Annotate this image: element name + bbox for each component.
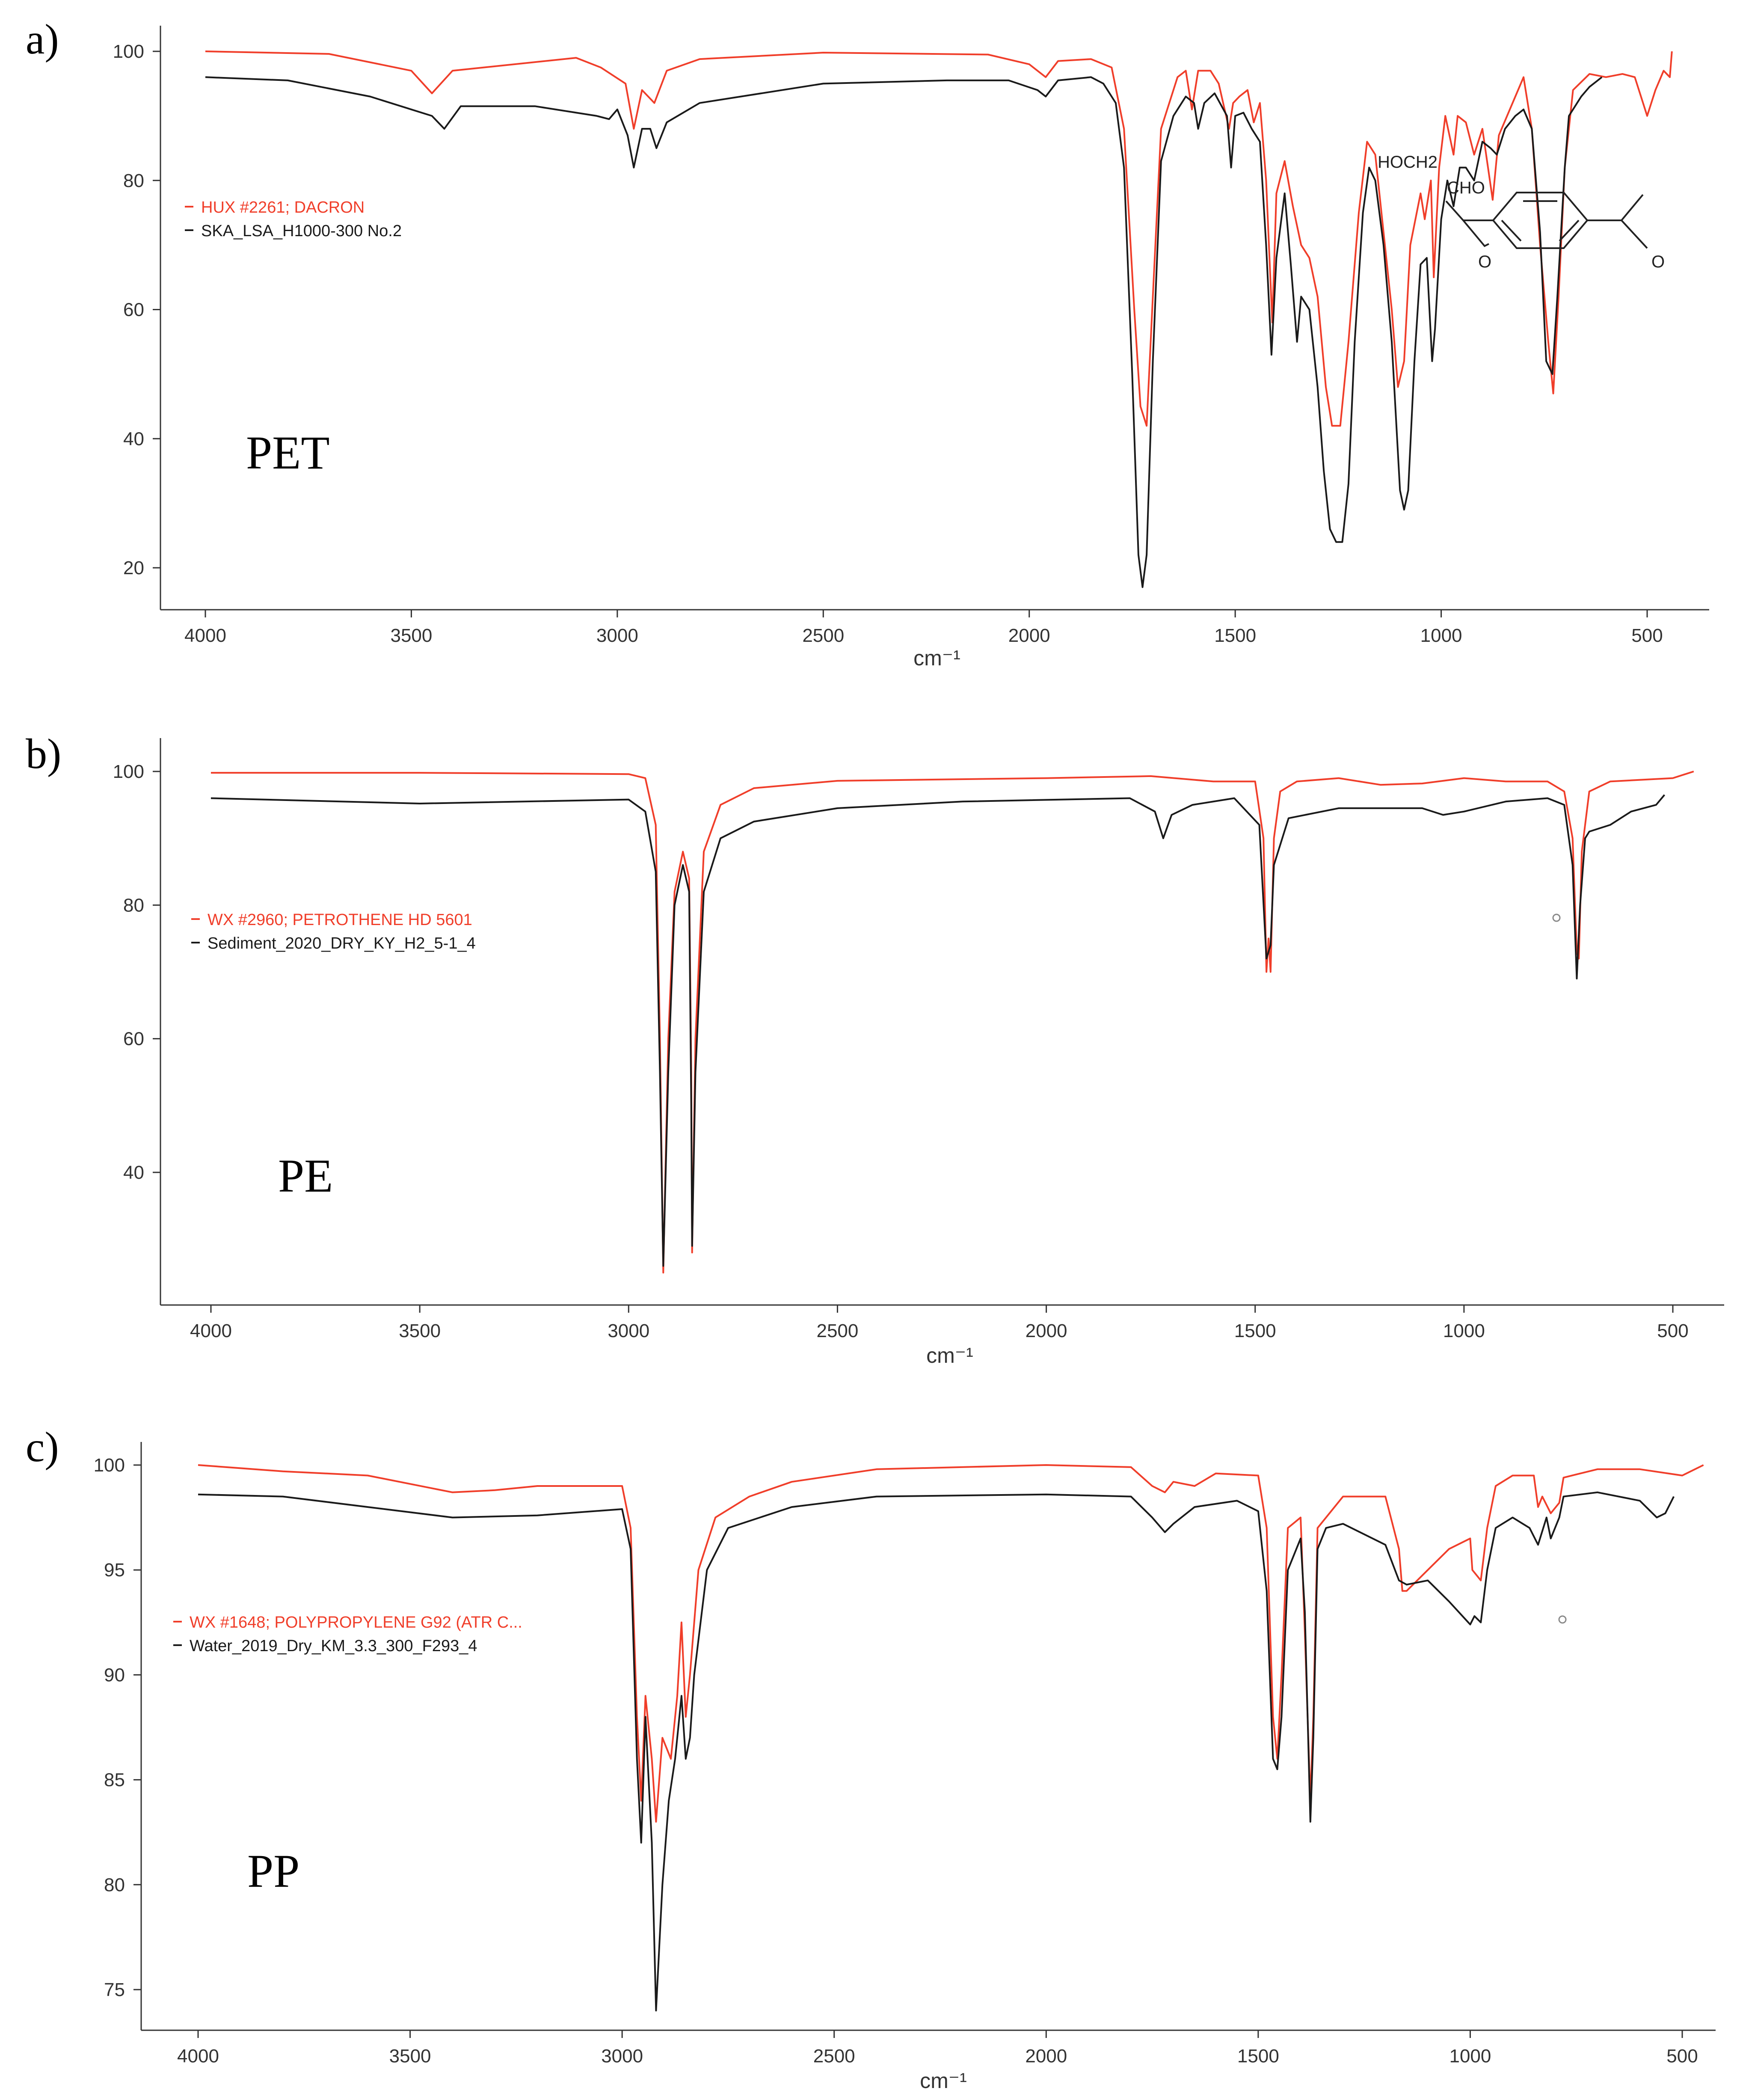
panel-a-y-tick-label: 40 (123, 428, 144, 449)
panel-b-legend-sample-label: Sediment_2020_DRY_KY_H2_5-1_4 (207, 934, 476, 952)
panel-a-x-tick-label: 1000 (1420, 625, 1462, 646)
panel-b-marker-dot (1552, 914, 1561, 922)
structure-label-o-left: O (1478, 252, 1491, 271)
panel-a: a) 4000 3500 3000 2500 2000 1500 1000 500 20 40 60… (26, 15, 1709, 670)
panel-b-x-tick-label: 2500 (816, 1320, 858, 1341)
panel-b-x-tick-label: 2000 (1026, 1320, 1067, 1341)
panel-a-y-tick-label: 80 (123, 170, 144, 191)
panel-a-y-tick-label: 100 (113, 41, 144, 62)
panel-b-x-tick-label: 1000 (1443, 1320, 1485, 1341)
panel-a-y-tick-label: 60 (123, 300, 144, 320)
panel-b-legend-reference-label: WX #2960; PETROTHENE HD 5601 (207, 911, 472, 929)
panel-b-x-tick-label: 3000 (608, 1320, 649, 1341)
panel-a-ticks: 4000 3500 3000 2500 2000 1500 1000 500 20 40 60 80 1… (113, 41, 1663, 646)
panel-c-x-tick-label: 3500 (389, 2046, 431, 2067)
panel-a-x-tick-label: 4000 (184, 625, 226, 646)
panel-c-y-tick-label: 95 (104, 1560, 125, 1581)
panel-c-x-tick-label: 3000 (601, 2046, 643, 2067)
panel-c-legend-reference-label: WX #1648; POLYPROPYLENE G92 (ATR C... (190, 1614, 522, 1631)
panel-c-x-tick-label: 500 (1666, 2046, 1698, 2067)
structure-label-hoch2: HOCH2 (1378, 153, 1438, 172)
panel-c-x-tick-label: 2000 (1025, 2046, 1067, 2067)
panel-label-c: c) (26, 1423, 59, 1471)
panel-b-x-tick-label: 3500 (399, 1320, 441, 1341)
panel-c-marker-dot (1558, 1615, 1567, 1624)
panel-a-y-tick-label: 20 (123, 558, 144, 578)
panel-c-polymer-label: PP (247, 1845, 299, 1897)
panel-b-polymer-label: PE (278, 1150, 333, 1202)
panel-c-x-axis-title: cm⁻¹ (920, 2069, 967, 2093)
panel-a-x-tick-label: 2000 (1008, 625, 1050, 646)
panel-b-x-axis-title: cm⁻¹ (926, 1344, 973, 1367)
panel-c-y-tick-label: 90 (104, 1664, 125, 1685)
panel-b: b) 4000 3500 3000 2500 2000 1500 1000 500 40 60 80… (26, 730, 1724, 1367)
structure-label-o-right: O (1651, 252, 1665, 271)
panel-b-y-tick-label: 100 (113, 761, 144, 782)
panel-c-y-tick-label: 100 (94, 1455, 125, 1476)
panel-c-x-tick-label: 1500 (1237, 2046, 1279, 2067)
panel-a-legend: HUX #2261; DACRON SKA_LSA_H1000-300 No.2 (185, 199, 402, 240)
panel-a-sample-spectrum-line (205, 76, 1603, 588)
panel-c-sample-spectrum-line (198, 1491, 1675, 2011)
panel-c-y-tick-label: 75 (104, 1979, 125, 2000)
panel-a-reference-spectrum-line (205, 50, 1673, 427)
panel-c-y-tick-label: 85 (104, 1770, 125, 1791)
panel-c-reference-spectrum-line (198, 1464, 1704, 1823)
panel-label-a: a) (26, 15, 59, 63)
panel-a-x-tick-label: 1500 (1214, 625, 1256, 646)
panel-a-x-axis-title: cm⁻¹ (913, 646, 960, 670)
panel-b-y-tick-label: 80 (123, 895, 144, 916)
panel-a-x-tick-label: 500 (1631, 625, 1663, 646)
panel-b-x-tick-label: 4000 (190, 1320, 232, 1341)
panel-b-y-tick-label: 60 (123, 1029, 144, 1050)
panel-a-legend-sample-label: SKA_LSA_H1000-300 No.2 (201, 222, 402, 240)
panel-c-legend-sample-label: Water_2019_Dry_KM_3.3_300_F293_4 (190, 1637, 477, 1655)
panel-b-y-tick-label: 40 (123, 1162, 144, 1183)
panel-c-x-tick-label: 1000 (1449, 2046, 1491, 2067)
terephthalate-structure-inset: HOCH2 CHO O O (1378, 153, 1665, 271)
structure-label-cho: CHO (1447, 178, 1485, 197)
panel-c-ticks: 4000 3500 3000 2500 2000 1500 1000 500 75 80 85 90 9… (94, 1455, 1698, 2067)
panel-b-ticks: 4000 3500 3000 2500 2000 1500 1000 500 40 60 80 100 (113, 761, 1689, 1341)
panel-c-x-tick-label: 4000 (177, 2046, 219, 2067)
panel-c-x-tick-label: 2500 (813, 2046, 855, 2067)
panel-b-sample-spectrum-line (210, 794, 1666, 1267)
panel-c-legend: WX #1648; POLYPROPYLENE G92 (ATR C... Wa… (173, 1614, 522, 1655)
panel-b-x-tick-label: 1500 (1234, 1320, 1276, 1341)
panel-a-x-tick-label: 3500 (390, 625, 432, 646)
panel-a-polymer-label: PET (246, 427, 330, 479)
panel-c: c) 4000 3500 3000 2500 2000 1500 1000 500 75 80 85… (26, 1423, 1716, 2093)
structure-bonds (1445, 192, 1648, 249)
panel-a-legend-reference-label: HUX #2261; DACRON (201, 199, 365, 217)
panel-a-x-tick-label: 3000 (596, 625, 638, 646)
panel-b-legend: WX #2960; PETROTHENE HD 5601 Sediment_20… (191, 911, 476, 952)
panel-a-x-tick-label: 2500 (802, 625, 844, 646)
panel-label-b: b) (26, 730, 61, 777)
panel-c-y-tick-label: 80 (104, 1875, 125, 1895)
panel-b-x-tick-label: 500 (1657, 1320, 1688, 1341)
panel-b-reference-spectrum-line (211, 771, 1694, 1274)
